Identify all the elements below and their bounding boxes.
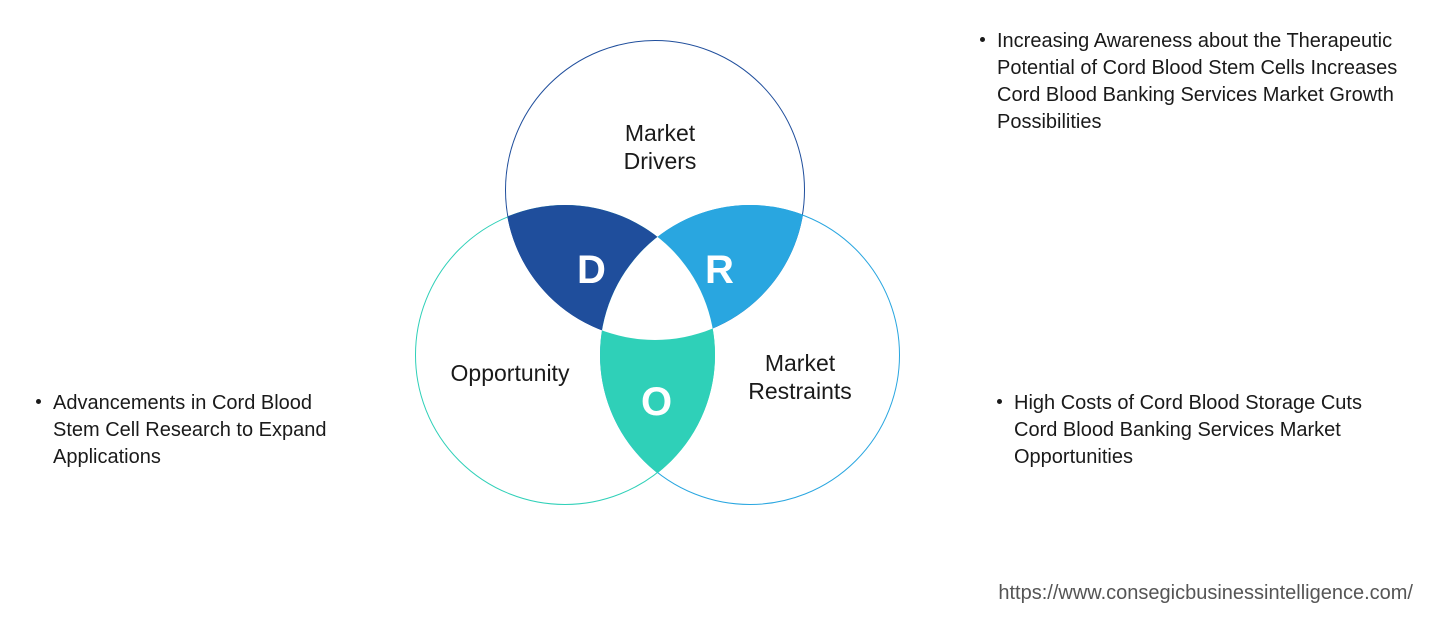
bullet-drivers: Increasing Awareness about the Therapeut… [980,28,1410,136]
bullet-opportunity: Advancements in Cord Blood Stem Cell Res… [36,390,346,471]
bullet-restraints: High Costs of Cord Blood Storage Cuts Co… [997,390,1367,471]
bullet-text-restraints: High Costs of Cord Blood Storage Cuts Co… [1014,390,1367,471]
venn-letter-r: R [705,248,734,293]
bullet-text-drivers: Increasing Awareness about the Therapeut… [997,28,1410,136]
source-url: https://www.consegicbusinessintelligence… [998,582,1413,605]
venn-label-restraints: Market Restraints [740,350,860,405]
bullet-dot-icon [980,37,985,42]
bullet-dot-icon [997,399,1002,404]
venn-letter-d: D [577,248,606,293]
venn-diagram: D R O Market Drivers Opportunity Market … [375,40,935,560]
bullet-text-opportunity: Advancements in Cord Blood Stem Cell Res… [53,390,346,471]
venn-label-drivers: Market Drivers [615,120,705,175]
venn-letter-o: O [641,380,672,425]
bullet-dot-icon [36,399,41,404]
venn-label-opportunity: Opportunity [440,360,580,388]
